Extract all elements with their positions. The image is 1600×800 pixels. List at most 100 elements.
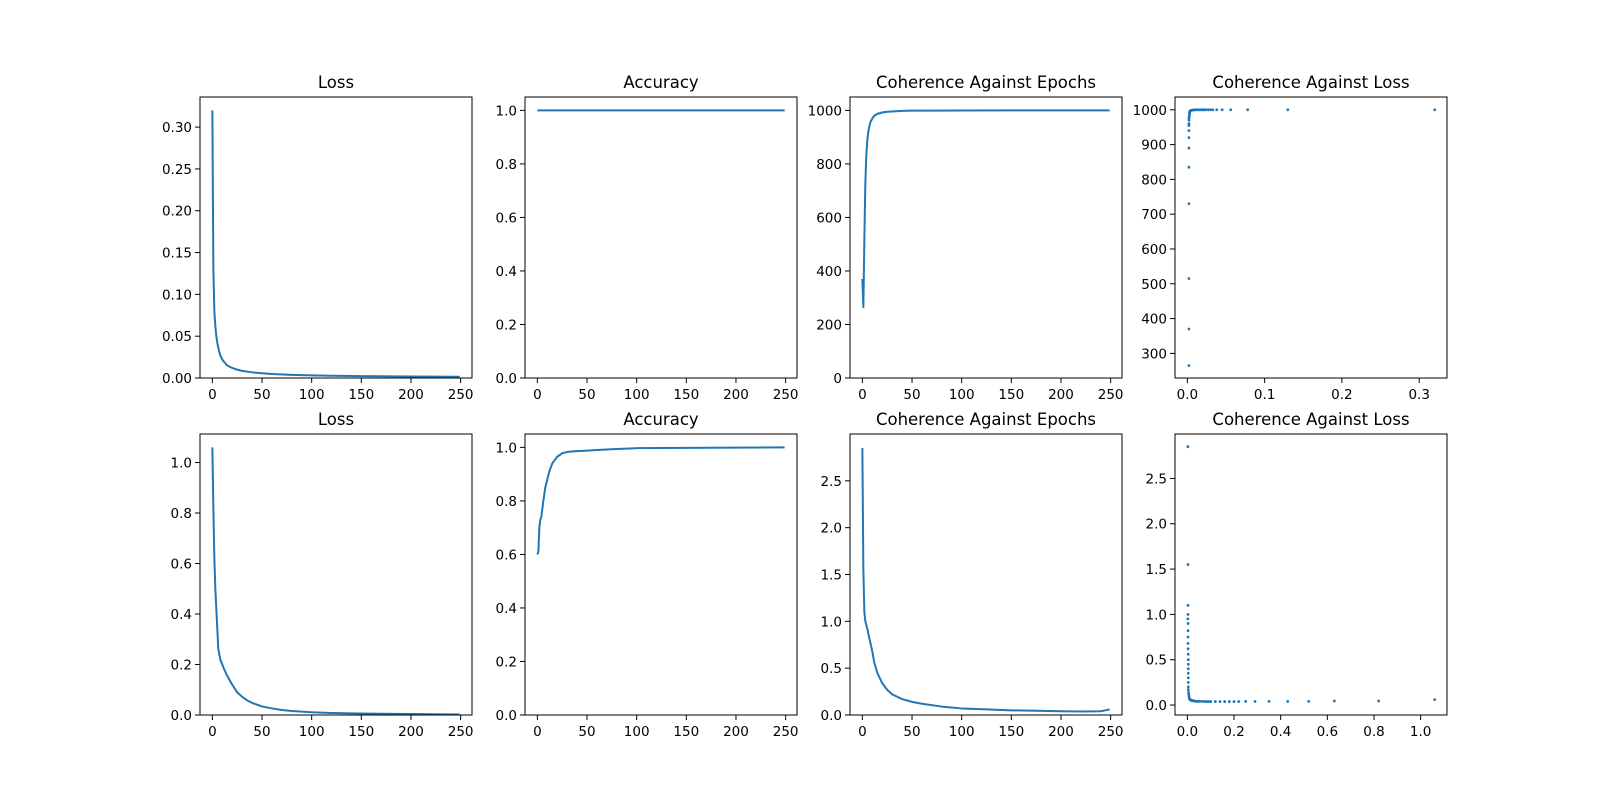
scatter-point xyxy=(1187,327,1191,331)
y-tick-label: 1.5 xyxy=(1146,562,1167,578)
scatter-point xyxy=(1187,136,1191,140)
scatter-point xyxy=(1186,667,1190,671)
y-tick-label: 1.5 xyxy=(821,568,842,584)
x-tick-label: 100 xyxy=(624,724,650,740)
y-tick-label: 0.8 xyxy=(496,494,517,510)
scatter-point xyxy=(1246,108,1250,112)
x-tick-label: 0.1 xyxy=(1254,387,1275,403)
scatter-point xyxy=(1232,700,1236,703)
chart-title: Coherence Against Epochs xyxy=(876,73,1096,92)
scatter-point xyxy=(1186,641,1190,645)
axes-frame xyxy=(199,96,473,379)
chart-title: Coherence Against Loss xyxy=(1212,410,1409,429)
x-tick-label: 200 xyxy=(398,387,424,403)
x-tick-label: 200 xyxy=(723,724,749,740)
x-tick-label: 250 xyxy=(1098,724,1124,740)
x-tick-label: 1.0 xyxy=(1410,724,1431,740)
scatter-point xyxy=(1253,700,1257,703)
chart-panel-4: Coherence Against Loss 0.0 0.1 0.2 0.3 300 400… xyxy=(1133,73,1448,403)
scatter-point xyxy=(1186,445,1190,449)
x-tick-label: 0.3 xyxy=(1408,387,1429,403)
chart-panel-8: Coherence Against Loss 0.0 0.2 0.4 0.6 0.8 1.0… xyxy=(1146,410,1448,740)
y-tick-label: 1.0 xyxy=(1146,607,1167,623)
y-tick-label: 0.8 xyxy=(171,506,192,522)
scatter-point xyxy=(1186,612,1190,616)
y-tick-label: 0.20 xyxy=(162,204,192,220)
scatter-point xyxy=(1186,671,1190,675)
y-tick-label: 1.0 xyxy=(171,456,192,472)
x-tick-label: 100 xyxy=(299,724,325,740)
y-tick-label: 2.5 xyxy=(1146,471,1167,487)
scatter-point xyxy=(1209,108,1212,112)
scatter-point xyxy=(1186,662,1190,666)
scatter-point xyxy=(1307,700,1311,703)
scatter-point xyxy=(1186,622,1190,625)
y-tick-label: 400 xyxy=(816,264,842,280)
x-tick-label: 0 xyxy=(533,387,542,403)
chart-panel-6: Accuracy 0 50 100 150 200 250 0.0 0.2 0.4 0.6 0.8 1.… xyxy=(496,410,799,740)
scatter-point xyxy=(1187,165,1191,169)
chart-title: Loss xyxy=(318,73,354,92)
chart-panel-1: Loss 0 50 100 150 200 250 0.00 0.05 0.10 0.15 0.20 0… xyxy=(162,73,474,403)
y-tick-label: 200 xyxy=(816,317,842,333)
y-tick-label: 800 xyxy=(816,157,842,173)
chart-title: Accuracy xyxy=(623,73,699,92)
x-tick-label: 150 xyxy=(673,724,699,740)
scatter-point xyxy=(1186,629,1190,633)
x-tick-label: 150 xyxy=(998,724,1024,740)
scatter-point xyxy=(1186,658,1190,662)
y-tick-label: 1.0 xyxy=(496,440,517,456)
chart-panel-7: Coherence Against Epochs 0 50 100 150 200 250 0… xyxy=(821,410,1124,740)
x-tick-label: 50 xyxy=(903,387,920,403)
chart-title: Coherence Against Epochs xyxy=(876,410,1096,429)
scatter-point xyxy=(1187,146,1191,150)
scatter-point xyxy=(1186,563,1190,566)
scatter-point xyxy=(1186,652,1190,656)
x-tick-label: 150 xyxy=(348,724,374,740)
scatter-point xyxy=(1187,202,1191,206)
scatter-point xyxy=(1186,635,1190,639)
y-tick-label: 0.6 xyxy=(496,210,517,226)
scatter-point xyxy=(1187,690,1190,694)
x-tick-label: 0.2 xyxy=(1331,387,1352,403)
scatter-point xyxy=(1186,617,1190,621)
x-tick-label: 200 xyxy=(723,387,749,403)
scatter-point xyxy=(1187,129,1191,133)
scatter-point xyxy=(1332,699,1336,703)
axes-frame xyxy=(849,433,1123,716)
x-tick-label: 50 xyxy=(903,724,920,740)
scatter-point xyxy=(1199,700,1203,703)
scatter-point xyxy=(1186,680,1190,684)
y-tick-label: 0.30 xyxy=(162,120,192,136)
scatter-point xyxy=(1186,603,1190,607)
chart-title: Loss xyxy=(318,410,354,429)
y-tick-label: 600 xyxy=(816,210,842,226)
x-tick-label: 0 xyxy=(208,724,217,740)
scatter-point xyxy=(1227,700,1231,703)
y-tick-label: 0.5 xyxy=(1146,653,1167,669)
x-tick-label: 50 xyxy=(578,387,595,403)
y-tick-label: 0.10 xyxy=(162,287,192,303)
x-tick-label: 0.8 xyxy=(1363,724,1384,740)
scatter-point xyxy=(1223,700,1227,703)
y-tick-label: 300 xyxy=(1141,346,1167,362)
y-tick-label: 0.5 xyxy=(821,661,842,677)
scatter-point xyxy=(1206,108,1210,112)
x-tick-label: 0 xyxy=(533,724,542,740)
chart-panel-3: Coherence Against Epochs 0 50 100 150 200 250 0… xyxy=(808,73,1124,403)
scatter-point xyxy=(1267,700,1271,703)
series-line xyxy=(211,110,460,378)
y-tick-label: 0.0 xyxy=(171,708,192,724)
axes-frame xyxy=(199,433,473,716)
y-tick-label: 0.0 xyxy=(821,708,842,724)
x-tick-label: 250 xyxy=(1098,387,1124,403)
scatter-point xyxy=(1377,699,1381,703)
scatter-point xyxy=(1209,700,1213,703)
scatter-point xyxy=(1229,108,1233,112)
scatter-point xyxy=(1202,700,1206,703)
y-tick-label: 0.2 xyxy=(496,654,517,670)
x-tick-label: 50 xyxy=(253,724,270,740)
scatter-point xyxy=(1286,700,1290,703)
scatter-point xyxy=(1187,364,1191,367)
x-tick-label: 0 xyxy=(858,387,867,403)
